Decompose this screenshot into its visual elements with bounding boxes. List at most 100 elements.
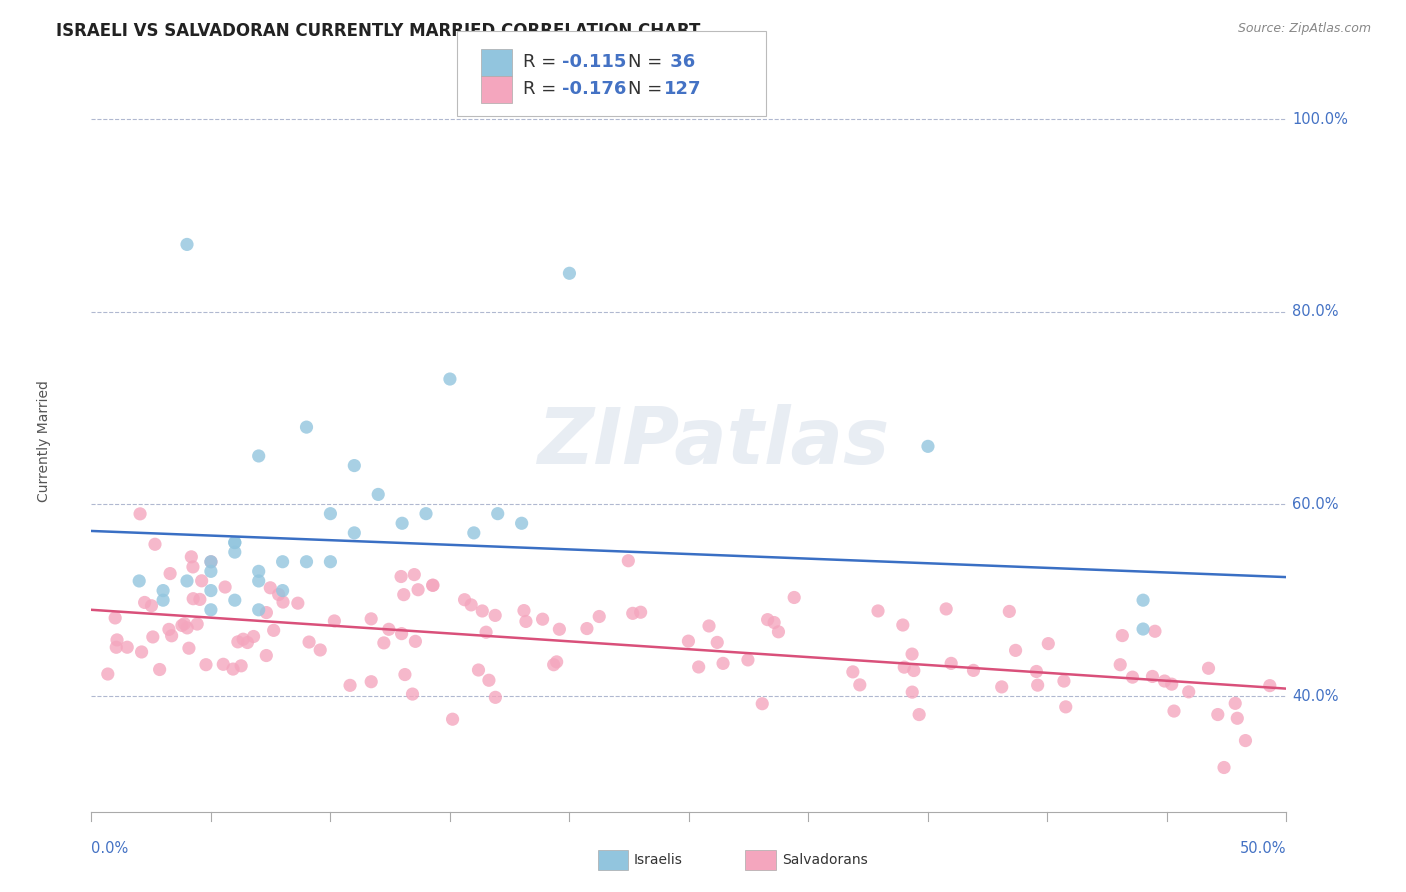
Point [460, 598, 482, 612]
Point [391, 626, 413, 640]
Point [200, 583, 222, 598]
Point [404, 567, 426, 582]
Point [908, 707, 931, 722]
Point [195, 657, 218, 672]
Point [143, 537, 166, 551]
Point [105, 632, 128, 647]
Point [1004, 643, 1026, 657]
Point [901, 647, 924, 661]
Point [941, 657, 963, 671]
Point [134, 595, 156, 609]
Point [236, 635, 259, 649]
Point [378, 622, 401, 636]
Text: Source: ZipAtlas.com: Source: ZipAtlas.com [1237, 22, 1371, 36]
Point [415, 507, 437, 521]
Point [271, 583, 294, 598]
Point [1025, 665, 1047, 679]
Point [373, 636, 395, 650]
Point [756, 613, 779, 627]
Point [295, 420, 318, 434]
Point [181, 560, 204, 574]
Point [242, 630, 264, 644]
Point [475, 625, 498, 640]
Point [751, 697, 773, 711]
Point [478, 673, 501, 688]
Point [510, 516, 533, 531]
Point [935, 602, 957, 616]
Point [1206, 707, 1229, 722]
Point [486, 507, 509, 521]
Point [783, 591, 806, 605]
Point [1177, 685, 1199, 699]
Point [263, 624, 285, 638]
Point [737, 653, 759, 667]
Point [678, 634, 700, 648]
Text: 127: 127 [664, 80, 702, 98]
Point [152, 583, 174, 598]
Text: 50.0%: 50.0% [1240, 841, 1286, 856]
Point [630, 605, 652, 619]
Point [617, 554, 640, 568]
Text: 40.0%: 40.0% [1292, 689, 1339, 704]
Point [115, 640, 138, 655]
Point [392, 588, 415, 602]
Point [1213, 760, 1236, 774]
Text: 100.0%: 100.0% [1292, 112, 1348, 127]
Point [621, 607, 644, 621]
Point [558, 266, 581, 280]
Point [105, 640, 128, 655]
Text: ISRAELI VS SALVADORAN CURRENTLY MARRIED CORRELATION CHART: ISRAELI VS SALVADORAN CURRENTLY MARRIED … [56, 22, 700, 40]
Point [484, 690, 506, 705]
Point [543, 657, 565, 672]
Point [484, 608, 506, 623]
Point [391, 516, 413, 531]
Point [271, 555, 294, 569]
Point [842, 665, 865, 679]
Point [531, 612, 554, 626]
Point [339, 678, 361, 692]
Point [141, 599, 163, 613]
Point [422, 578, 444, 592]
Text: R =: R = [523, 54, 562, 71]
Text: N =: N = [628, 80, 668, 98]
Point [170, 618, 193, 632]
Point [177, 641, 200, 656]
Point [1234, 733, 1257, 747]
Point [1198, 661, 1220, 675]
Point [990, 680, 1012, 694]
Point [188, 592, 211, 607]
Point [159, 566, 181, 581]
Point [404, 634, 426, 648]
Point [287, 596, 309, 610]
Point [471, 604, 494, 618]
Point [271, 595, 294, 609]
Point [548, 622, 571, 636]
Point [176, 621, 198, 635]
Point [212, 657, 235, 672]
Point [190, 574, 212, 588]
Text: ZIPatlas: ZIPatlas [537, 403, 889, 480]
Point [149, 663, 172, 677]
Point [1026, 678, 1049, 692]
Point [343, 525, 366, 540]
Text: R =: R = [523, 80, 562, 98]
Point [367, 487, 389, 501]
Point [267, 587, 290, 601]
Text: 0.0%: 0.0% [91, 841, 128, 856]
Point [222, 662, 245, 676]
Point [389, 569, 412, 583]
Point [962, 664, 984, 678]
Point [998, 604, 1021, 618]
Point [891, 618, 914, 632]
Point [439, 372, 461, 386]
Text: 80.0%: 80.0% [1292, 304, 1339, 319]
Point [247, 449, 270, 463]
Point [893, 660, 915, 674]
Point [152, 593, 174, 607]
Text: -0.176: -0.176 [562, 80, 627, 98]
Point [224, 535, 246, 549]
Point [97, 667, 120, 681]
Point [467, 663, 489, 677]
Point [247, 603, 270, 617]
Point [849, 678, 872, 692]
